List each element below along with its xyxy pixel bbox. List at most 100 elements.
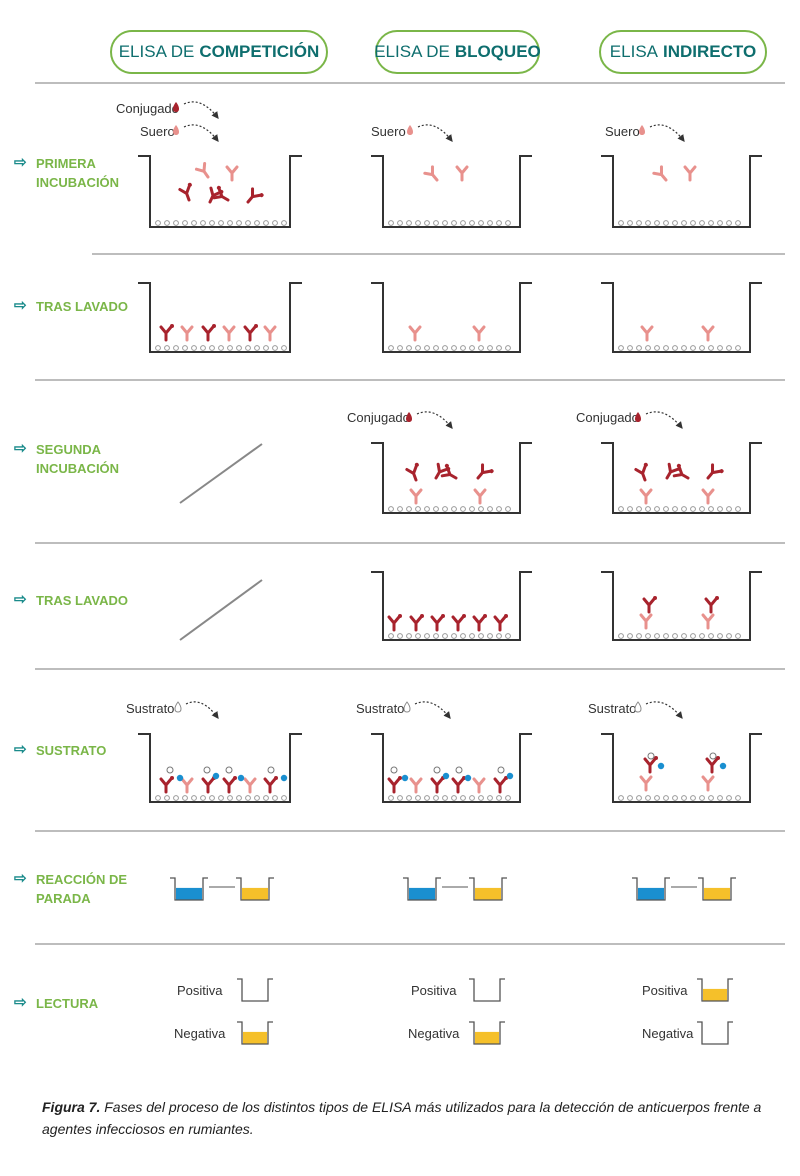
antigen-bead	[397, 506, 403, 512]
serum-antibody-icon	[701, 775, 715, 792]
antigen-bead	[424, 795, 430, 801]
antigen-bead	[442, 345, 448, 351]
step-label: INCUBACIÓN	[36, 175, 120, 190]
antigen-bead	[663, 220, 669, 226]
product-dot-icon	[657, 762, 665, 770]
serum-antibody-icon	[652, 165, 668, 182]
step-tras-lavado-1: ⇨ TRAS LAVADO	[14, 297, 128, 316]
antigen-bead	[182, 345, 188, 351]
antigen-bead	[699, 795, 705, 801]
antigen-bead	[654, 345, 660, 351]
antigen-bead	[424, 506, 430, 512]
antigen-bead	[406, 220, 412, 226]
result-label: Negativa	[408, 1026, 460, 1041]
antigen-bead	[155, 220, 161, 226]
substrate-circle-icon	[225, 766, 233, 774]
antigen-bead	[164, 345, 170, 351]
antigen-bead	[254, 220, 260, 226]
plate-well	[601, 571, 762, 641]
antigen-bead	[406, 345, 412, 351]
antigen-bead	[433, 795, 439, 801]
antigen-bead	[469, 345, 475, 351]
serum-antibody-icon	[701, 488, 715, 505]
serum-antibody-icon	[194, 161, 210, 179]
serum-antibody-icon	[683, 165, 697, 182]
dotted-arrow	[649, 124, 685, 142]
antigen-bead	[681, 795, 687, 801]
conjugate-antibody-icon	[440, 463, 458, 480]
reagent-label: Sustrato	[356, 701, 405, 716]
row-divider	[35, 830, 785, 832]
antigen-bead	[726, 506, 732, 512]
conjugate-antibody-icon	[387, 614, 402, 632]
antigen-bead	[415, 220, 421, 226]
conjugate-antibody-icon	[208, 186, 224, 204]
arrow-right-icon: ⇨	[14, 154, 27, 171]
reagent-label: Conjugado	[576, 410, 639, 425]
header-competicion: ELISA DE COMPETICIÓN	[110, 30, 328, 74]
liquid-fill	[176, 887, 202, 900]
antigen-bead	[388, 633, 394, 639]
antigen-bead	[487, 633, 493, 639]
antigen-bead	[442, 633, 448, 639]
header-competicion-bold: COMPETICIÓN	[199, 42, 320, 61]
antigen-bead	[717, 795, 723, 801]
antigen-bead	[191, 220, 197, 226]
conjugate-antibody-icon	[387, 776, 402, 794]
antigen-bead	[281, 220, 287, 226]
drop-icon	[403, 701, 411, 713]
antigen-bead	[487, 220, 493, 226]
figure-caption: Figura 7. Fases del proceso de los disti…	[42, 1096, 782, 1140]
serum-antibody-icon	[472, 325, 486, 342]
antigen-bead	[200, 795, 206, 801]
plate-well	[601, 282, 762, 353]
antigen-bead	[487, 795, 493, 801]
step-label: LECTURA	[36, 996, 99, 1011]
antigen-bead	[236, 795, 242, 801]
drop-icon	[639, 125, 645, 135]
antigen-bead	[708, 345, 714, 351]
row-divider	[35, 82, 785, 84]
antigen-bead	[254, 345, 260, 351]
substrate-circle-icon	[455, 766, 463, 774]
antigen-bead	[618, 633, 624, 639]
antigen-bead	[164, 795, 170, 801]
step-label: SEGUNDA	[36, 442, 102, 457]
antigen-bead	[505, 795, 511, 801]
antigen-bead	[460, 795, 466, 801]
conjugate-antibody-icon	[706, 463, 724, 480]
row-divider	[35, 943, 785, 945]
step-segunda-incubacion: ⇨ SEGUNDA INCUBACIÓN	[14, 440, 119, 478]
conjugate-antibody-icon	[405, 462, 419, 482]
antigen-bead	[218, 345, 224, 351]
drop-icon	[634, 701, 642, 713]
reagent-label: Sustrato	[588, 701, 637, 716]
antigen-bead	[717, 633, 723, 639]
antigen-bead	[415, 795, 421, 801]
antigen-bead	[663, 345, 669, 351]
antigen-bead	[636, 633, 642, 639]
plate-well	[371, 155, 532, 228]
antigen-bead	[735, 795, 741, 801]
product-dot-icon	[464, 774, 472, 782]
serum-antibody-icon	[640, 325, 654, 342]
antigen-bead	[272, 345, 278, 351]
beaker-icon	[469, 1021, 505, 1045]
result-label: Positiva	[642, 983, 688, 998]
antigen-bead	[496, 506, 502, 512]
caption-label: Figura 7.	[42, 1099, 101, 1115]
conjugate-antibody-icon	[212, 185, 230, 202]
antigen-bead	[182, 220, 188, 226]
antigen-bead	[254, 795, 260, 801]
antigen-bead	[699, 633, 705, 639]
antigen-bead	[699, 506, 705, 512]
row-divider	[35, 668, 785, 670]
antigen-bead	[209, 220, 215, 226]
antigen-bead	[397, 220, 403, 226]
antigen-bead	[708, 506, 714, 512]
header-bloqueo: ELISA DE BLOQUEO	[374, 30, 541, 74]
plate-well	[371, 442, 532, 514]
antigen-bead	[690, 220, 696, 226]
conjugate-antibody-icon	[451, 614, 466, 632]
